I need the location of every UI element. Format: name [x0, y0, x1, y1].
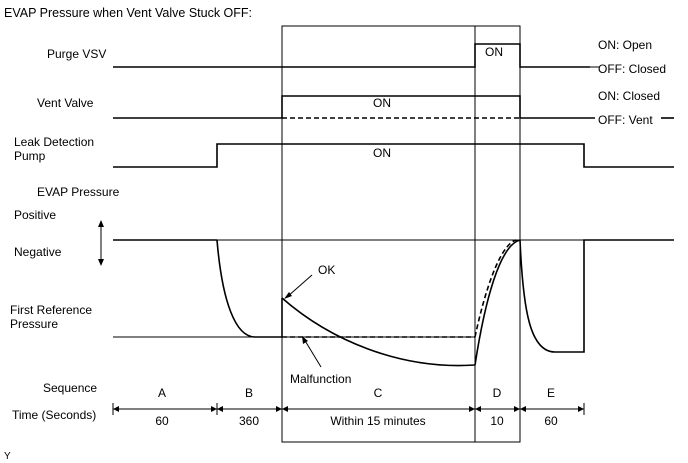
vent-legend-on: ON: Closed [598, 89, 660, 103]
purge-vsv-on-label: ON [485, 45, 503, 59]
row-label-purge-vsv: Purge VSV [47, 47, 106, 61]
row-label-evap-pressure: EVAP Pressure [37, 185, 120, 199]
vent-legend-off: OFF: Vent [598, 113, 653, 127]
malfunction-callout [302, 336, 322, 368]
ok-label: OK [318, 263, 335, 277]
malfunction-label: Malfunction [290, 372, 351, 386]
purge-legend-on: ON: Open [598, 38, 652, 52]
row-label-sequence: Sequence [43, 381, 97, 395]
vent-valve-signal [113, 95, 595, 119]
time-value-e: 60 [544, 414, 558, 428]
sequence-label-c: C [374, 386, 383, 400]
time-value-a: 60 [155, 414, 169, 428]
purge-legend-off: OFF: Closed [598, 62, 666, 76]
row-label-leak-pump-2: Pump [14, 149, 46, 163]
time-value-d: 10 [490, 414, 504, 428]
time-axis [112, 403, 585, 415]
sequence-label-e: E [547, 386, 555, 400]
sequence-label-d: D [493, 386, 502, 400]
vent-valve-on-label: ON [373, 96, 391, 110]
row-label-first-reference-1: First Reference [10, 303, 92, 317]
ok-callout [284, 274, 313, 299]
sequence-label-a: A [158, 386, 166, 400]
ok-return-dashed [474, 239, 517, 338]
purge-vsv-signal [113, 43, 590, 68]
leak-pump-signal [113, 143, 674, 168]
row-label-first-reference-2: Pressure [10, 317, 58, 331]
row-label-vent-valve: Vent Valve [37, 96, 94, 110]
pressure-direction-arrow [98, 220, 104, 266]
row-label-time: Time (Seconds) [12, 408, 96, 422]
row-label-positive: Positive [14, 208, 56, 222]
diagram-title: EVAP Pressure when Vent Valve Stuck OFF: [4, 6, 252, 20]
row-label-negative: Negative [14, 245, 62, 259]
sequence-d-box [474, 25, 521, 443]
leak-pump-on-label: ON [373, 146, 391, 160]
evap-pressure-curve [113, 239, 674, 367]
sequence-label-b: B [245, 386, 253, 400]
time-value-c: Within 15 minutes [330, 414, 425, 428]
time-value-b: 360 [239, 414, 259, 428]
footnote-mark: Y [4, 451, 11, 462]
row-label-leak-pump-1: Leak Detection [14, 135, 94, 149]
